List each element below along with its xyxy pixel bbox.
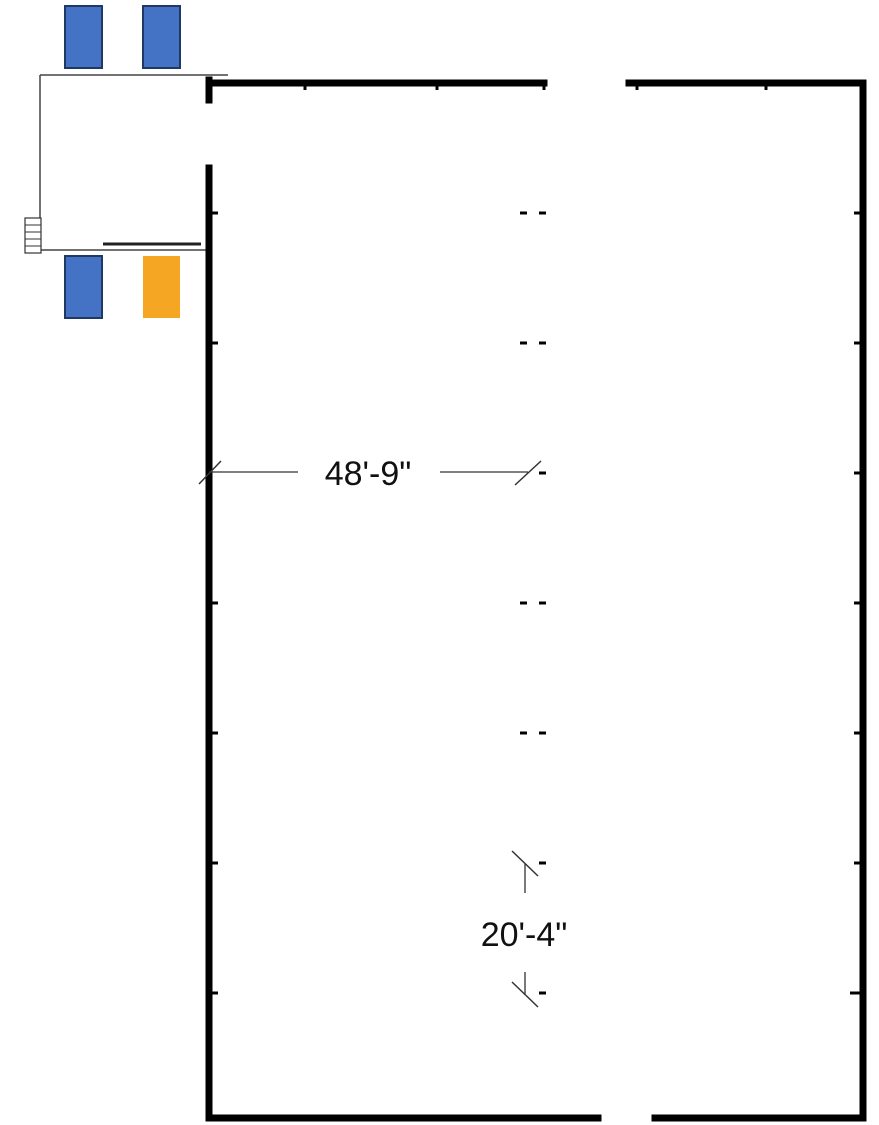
- width-dimension: 48'-9": [198, 455, 542, 493]
- equipment-unit-orange[interactable]: [143, 256, 180, 318]
- equipment-unit-blue-1[interactable]: [64, 5, 103, 69]
- width-dimension-label: 48'-9": [325, 455, 412, 493]
- equipment-unit-blue-2[interactable]: [142, 5, 181, 69]
- annex-outline: [39, 74, 228, 251]
- bay-dimension: 20'-4": [481, 850, 568, 1008]
- vent-icon: [24, 217, 42, 254]
- equipment-unit-blue-3[interactable]: [64, 255, 103, 319]
- width-dimension-slash-right: [514, 460, 542, 486]
- bay-dimension-label: 20'-4": [481, 916, 568, 954]
- column-marks: [520, 211, 546, 995]
- building-walls: [205, 76, 867, 1122]
- bay-dimension-slash-top: [511, 850, 539, 877]
- bay-dimension-slash-bottom: [511, 981, 539, 1008]
- wall-ticks: [212, 86, 860, 995]
- width-dimension-slash-left: [198, 460, 222, 485]
